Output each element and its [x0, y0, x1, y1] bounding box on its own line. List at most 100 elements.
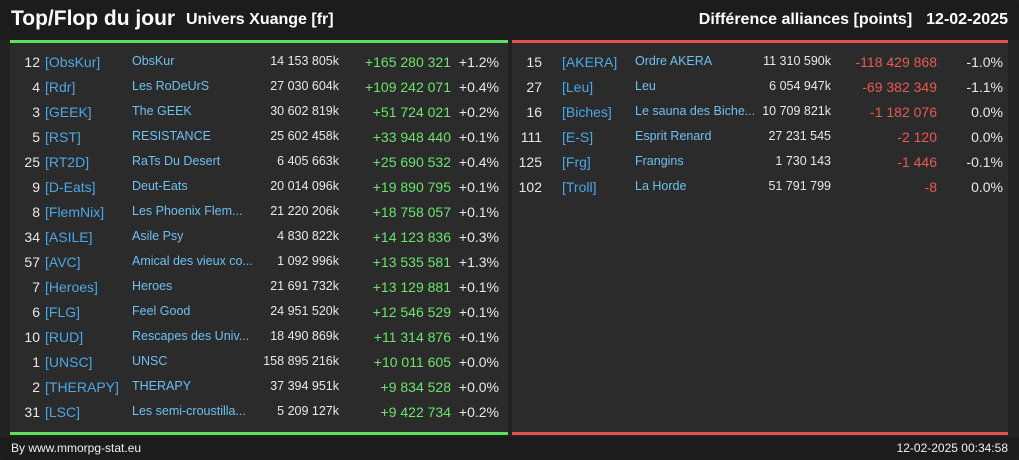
alliance-points: 10 709 821k [762, 104, 831, 118]
points-difference: +13 535 581 [372, 254, 451, 270]
alliance-name-link[interactable]: THERAPY [132, 379, 192, 393]
points-difference: +10 011 605 [373, 354, 451, 370]
alliance-tag-link[interactable]: [UNSC] [45, 354, 93, 370]
points-difference: +165 280 321 [364, 54, 451, 70]
alliance-rank: 34 [24, 229, 40, 245]
flop-panel: 15 [AKERA] Ordre AKERA 11 310 590k -118 429 … [512, 40, 1008, 435]
alliance-points: 27 231 545 [768, 129, 831, 143]
alliance-rank: 57 [24, 254, 40, 270]
footer-timestamp: 12-02-2025 00:34:58 [896, 441, 1008, 455]
table-row: 27 [Leu] Leu 6 054 947k -69 382 349 -1.1% [512, 75, 1008, 100]
alliance-tag-link[interactable]: [RUD] [45, 329, 84, 345]
footer: By www.mmorpg-stat.eu 12-02-2025 00:34:5… [0, 437, 1019, 460]
alliance-rank: 31 [24, 404, 40, 420]
table-row: 102 [Troll] La Horde 51 791 799 -8 0.0% [512, 175, 1008, 200]
percent-change: +1.2% [458, 54, 499, 70]
table-row: 9 [D-Eats] Deut-Eats 20 014 096k +19 890 795… [10, 175, 508, 200]
points-difference: +51 724 021 [372, 104, 451, 120]
alliance-rank: 10 [24, 329, 40, 345]
percent-change: +0.1% [458, 204, 499, 220]
alliance-rank: 25 [24, 154, 40, 170]
alliance-name-link[interactable]: Deut-Eats [132, 179, 188, 193]
alliance-tag-link[interactable]: [FlemNix] [45, 204, 105, 220]
alliance-points: 158 895 216k [263, 354, 339, 368]
alliance-rank: 12 [24, 54, 40, 70]
alliance-name-link[interactable]: RaTs Du Desert [132, 154, 221, 168]
alliance-points: 1 730 143 [775, 154, 831, 168]
percent-change: +0.2% [458, 404, 499, 420]
alliance-tag-link[interactable]: [GEEK] [45, 104, 92, 120]
table-row: 25 [RT2D] RaTs Du Desert 6 405 663k +25 690 … [10, 150, 508, 175]
table-row: 34 [ASILE] Asile Psy 4 830 822k +14 123 836 +… [10, 225, 508, 250]
alliance-tag-link[interactable]: [ObsKur] [45, 54, 101, 70]
percent-change: +0.0% [458, 354, 499, 370]
alliance-name-link[interactable]: Rescapes des Univ... [132, 329, 250, 343]
alliance-tag-link[interactable]: [THERAPY] [45, 379, 119, 395]
alliance-tag-link[interactable]: [AVC] [45, 254, 81, 270]
alliance-name-link[interactable]: Les RoDeUrS [132, 79, 210, 93]
table-row: 10 [RUD] Rescapes des Univ... 18 490 869k +1… [10, 325, 508, 350]
alliance-rank: 3 [32, 104, 40, 120]
table-row: 7 [Heroes] Heroes 21 691 732k +13 129 881 +0.… [10, 275, 508, 300]
alliance-name-link[interactable]: UNSC [132, 354, 168, 368]
alliance-points: 21 691 732k [270, 279, 339, 293]
table-row: 111 [E-S] Esprit Renard 27 231 545 -2 120 0.0… [512, 125, 1008, 150]
alliance-rank: 16 [526, 104, 542, 120]
points-difference: +14 123 836 [372, 229, 451, 245]
alliance-tag-link[interactable]: [FLG] [45, 304, 81, 320]
alliance-tag-link[interactable]: [ASILE] [45, 229, 93, 245]
alliance-points: 18 490 869k [270, 329, 339, 343]
table-row: 1 [UNSC] UNSC 158 895 216k +10 011 605 +0.0% [10, 350, 508, 375]
alliance-points: 14 153 805k [270, 54, 339, 68]
table-row: 31 [LSC] Les semi-croustilla... 5 209 127k +… [10, 400, 508, 425]
alliance-tag-link[interactable]: [E-S] [562, 129, 594, 145]
percent-change: +0.2% [458, 104, 499, 120]
percent-change: +0.1% [458, 329, 499, 345]
alliance-tag-link[interactable]: [Frg] [562, 154, 591, 170]
header-date: 12-02-2025 [926, 11, 1008, 28]
table-row: 57 [AVC] Amical des vieux co... 1 092 996k +… [10, 250, 508, 275]
alliance-name-link[interactable]: Les semi-croustilla... [132, 404, 246, 418]
points-difference: -8 [924, 179, 937, 195]
alliance-tag-link[interactable]: [Leu] [562, 79, 594, 95]
alliance-rank: 5 [32, 129, 40, 145]
alliance-tag-link[interactable]: [AKERA] [562, 54, 618, 70]
alliance-rank: 6 [32, 304, 40, 320]
alliance-name-link[interactable]: Asile Psy [132, 229, 184, 243]
alliance-name-link[interactable]: Heroes [132, 279, 173, 293]
alliance-tag-link[interactable]: [LSC] [45, 404, 81, 420]
alliance-tag-link[interactable]: [Rdr] [45, 79, 76, 95]
points-difference: +25 690 532 [372, 154, 451, 170]
alliance-points: 51 791 799 [768, 179, 831, 193]
alliance-points: 11 310 590k [763, 54, 831, 68]
alliance-tag-link[interactable]: [D-Eats] [45, 179, 96, 195]
alliance-tag-link[interactable]: [Biches] [562, 104, 612, 120]
points-difference: +19 890 795 [372, 179, 451, 195]
alliance-points: 21 220 206k [270, 204, 339, 218]
alliance-points: 25 602 458k [270, 129, 339, 143]
footer-credit: By www.mmorpg-stat.eu [11, 441, 142, 455]
alliance-name-link[interactable]: Les Phoenix Flem... [132, 204, 243, 218]
alliance-name-link[interactable]: RESISTANCE [132, 129, 211, 143]
alliance-rank: 111 [520, 129, 542, 145]
alliance-tag-link[interactable]: [Troll] [562, 179, 597, 195]
alliance-tag-link[interactable]: [Heroes] [45, 279, 98, 295]
alliance-name-link[interactable]: Amical des vieux co... [132, 254, 253, 268]
points-difference: -2 120 [897, 129, 937, 145]
table-row: 12 [ObsKur] ObsKur 14 153 805k +165 280 321 +… [10, 50, 508, 75]
alliance-points: 6 405 663k [277, 154, 339, 168]
alliance-tag-link[interactable]: [RST] [45, 129, 81, 145]
alliance-name-link[interactable]: Feel Good [132, 304, 191, 318]
alliance-name-link[interactable]: ObsKur [132, 54, 175, 68]
table-row: 15 [AKERA] Ordre AKERA 11 310 590k -118 429 … [512, 50, 1008, 75]
percent-change: +0.4% [458, 79, 499, 95]
alliance-name-link[interactable]: The GEEK [132, 104, 192, 118]
alliance-rank: 1 [32, 354, 40, 370]
percent-change: -0.1% [966, 154, 1003, 170]
points-difference: -1 446 [897, 154, 937, 170]
alliance-tag-link[interactable]: [RT2D] [45, 154, 90, 170]
percent-change: +0.4% [458, 154, 499, 170]
percent-change: 0.0% [971, 104, 1003, 120]
alliance-rank: 15 [526, 54, 542, 70]
page-title: Top/Flop du jour [11, 7, 176, 30]
